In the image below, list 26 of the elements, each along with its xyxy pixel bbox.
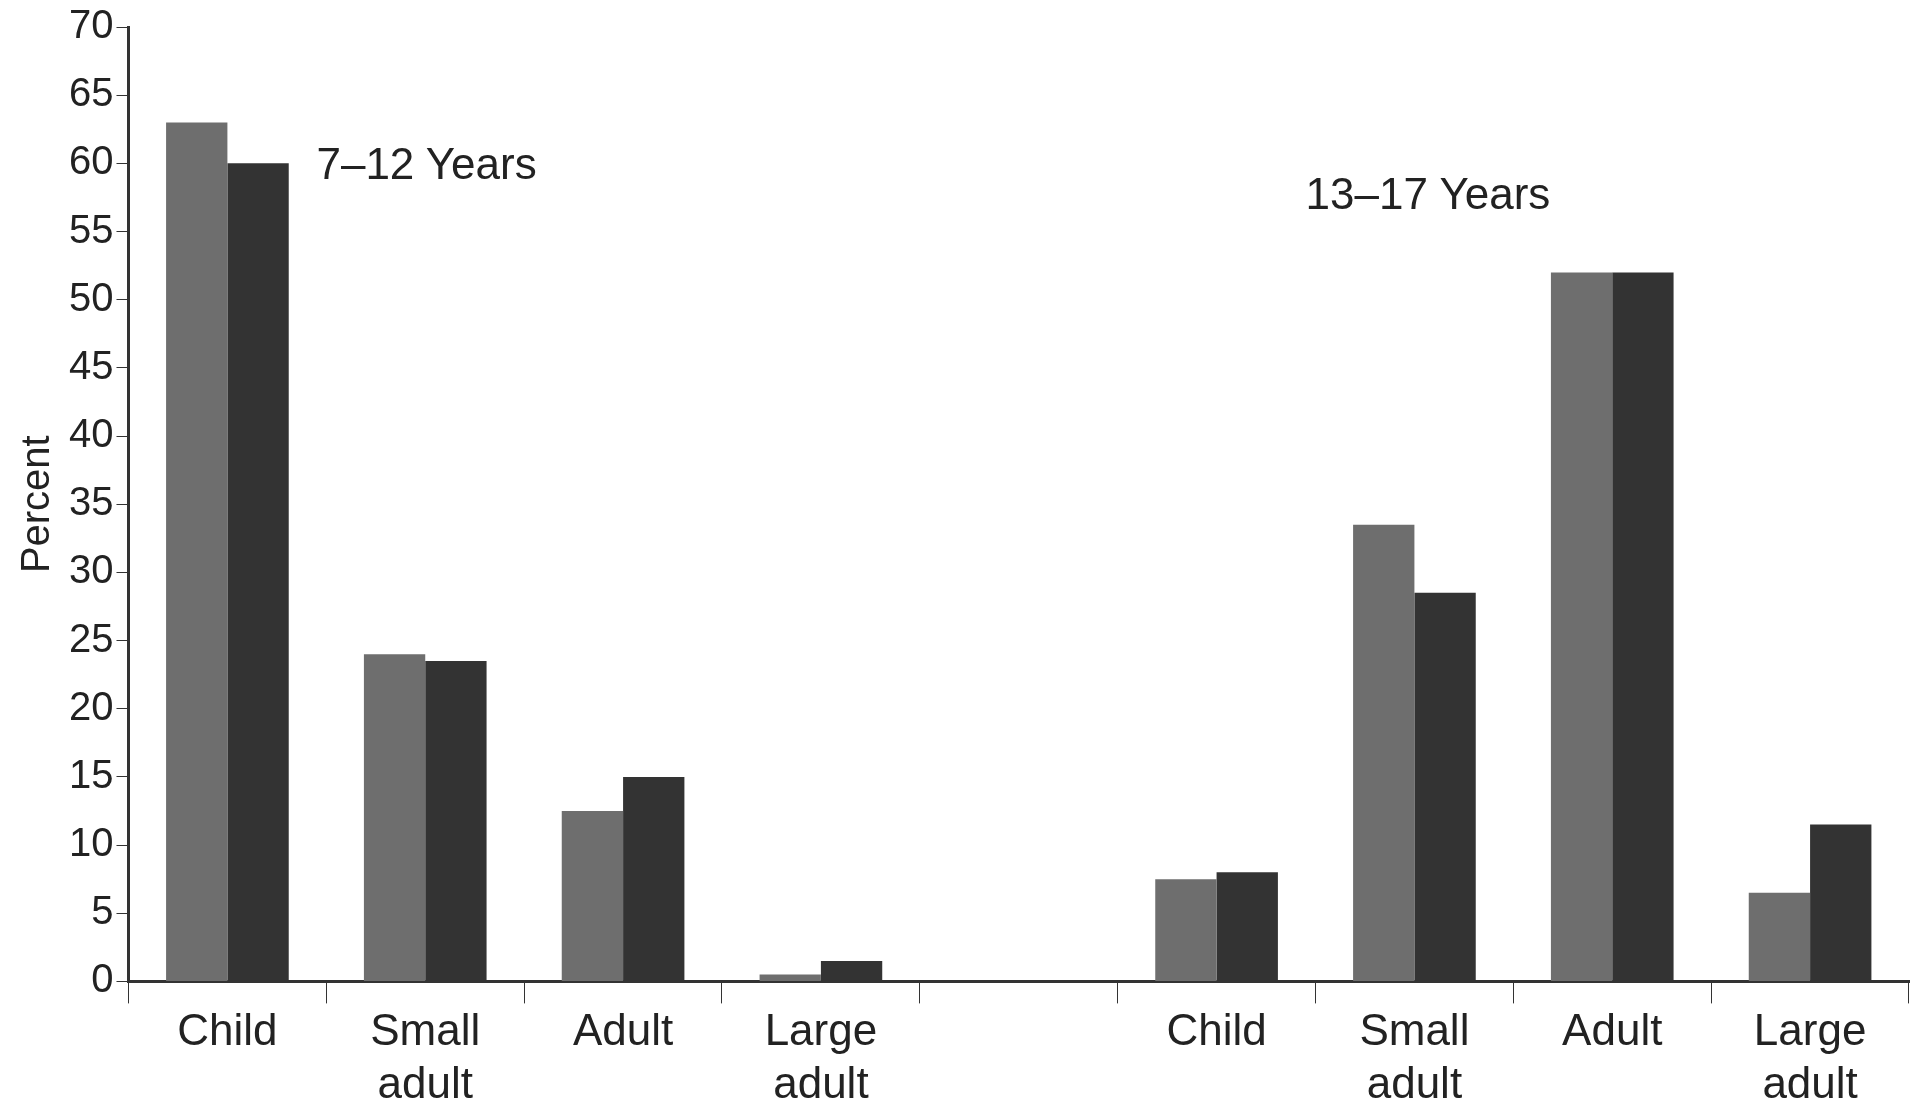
x-tick-label: Child bbox=[1166, 1004, 1267, 1054]
y-tick-label: 25 bbox=[68, 615, 114, 660]
annotation: 13–17 Years bbox=[1305, 169, 1551, 219]
x-tick-label: Adult bbox=[1562, 1004, 1663, 1054]
y-tick-label: 15 bbox=[68, 751, 114, 796]
y-tick-label: 20 bbox=[68, 683, 114, 728]
y-tick-label: 40 bbox=[68, 411, 114, 456]
y-tick-label: 5 bbox=[91, 888, 114, 933]
x-tick-label: Adult bbox=[572, 1004, 674, 1054]
y-tick-label: 30 bbox=[68, 547, 114, 592]
x-tick-label: Child bbox=[177, 1004, 278, 1054]
y-tick-label: 50 bbox=[68, 274, 114, 319]
y-tick-label: 10 bbox=[68, 820, 114, 865]
y-tick-label: 70 bbox=[68, 2, 114, 47]
y-tick-label: 45 bbox=[68, 342, 114, 387]
y-tick-label: 0 bbox=[91, 956, 114, 1001]
y-tick-label: 60 bbox=[68, 138, 114, 183]
annotation: 7–12 Years bbox=[316, 139, 537, 189]
y-tick-label: 65 bbox=[68, 70, 114, 115]
y-tick-label: 35 bbox=[68, 479, 114, 524]
x-tick-label: Small adult bbox=[1359, 1004, 1470, 1107]
y-tick-label: 55 bbox=[68, 206, 114, 251]
x-tick-label: Large adult bbox=[764, 1004, 878, 1107]
x-tick-label: Small adult bbox=[370, 1004, 481, 1107]
y-axis-title: Percent bbox=[13, 435, 58, 574]
x-tick-label: Large adult bbox=[1753, 1004, 1867, 1107]
